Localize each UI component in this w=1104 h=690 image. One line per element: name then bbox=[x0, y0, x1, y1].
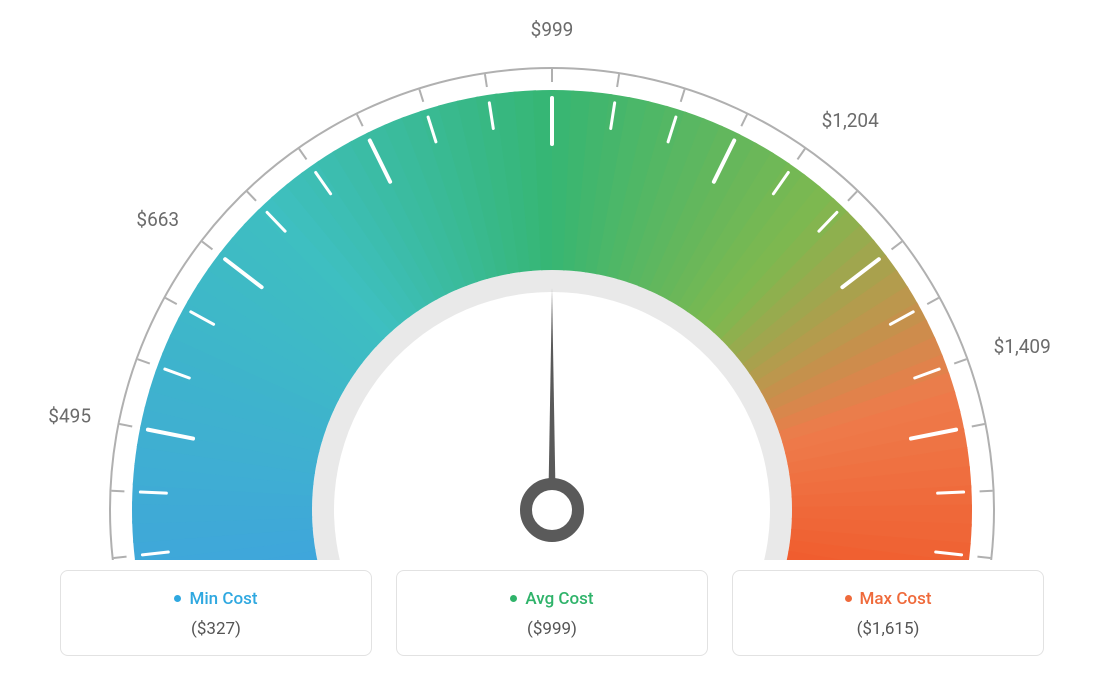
outer-tick bbox=[681, 89, 685, 101]
gauge-tick-label: $663 bbox=[136, 208, 179, 231]
gauge-tick bbox=[140, 492, 166, 493]
outer-tick bbox=[797, 149, 804, 160]
legend-label-max: Max Cost bbox=[860, 589, 932, 609]
legend-card-avg: Avg Cost ($999) bbox=[396, 570, 708, 656]
gauge-tick-label: $1,204 bbox=[822, 109, 879, 132]
legend-card-max: Max Cost ($1,615) bbox=[732, 570, 1044, 656]
legend-row: Min Cost ($327) Avg Cost ($999) Max Cost… bbox=[40, 570, 1064, 656]
legend-title-min: Min Cost bbox=[71, 589, 361, 609]
legend-label-min: Min Cost bbox=[189, 589, 257, 609]
outer-tick bbox=[980, 491, 993, 492]
gauge-tick-label: $495 bbox=[48, 404, 91, 427]
outer-tick bbox=[357, 114, 363, 126]
outer-tick bbox=[299, 149, 306, 160]
outer-tick bbox=[977, 557, 990, 558]
outer-tick bbox=[111, 491, 124, 492]
outer-tick bbox=[138, 359, 150, 363]
legend-value-max: ($1,615) bbox=[743, 619, 1033, 639]
outer-tick bbox=[617, 74, 619, 87]
chart-container: $327$495$663$999$1,204$1,409$1,615 Min C… bbox=[0, 0, 1104, 690]
outer-tick bbox=[119, 424, 132, 427]
gauge-tick-label: $999 bbox=[531, 20, 574, 41]
outer-tick bbox=[202, 242, 212, 250]
gauge-area: $327$495$663$999$1,204$1,409$1,615 bbox=[40, 20, 1064, 560]
gauge-tick-label: $1,409 bbox=[994, 335, 1051, 358]
outer-tick bbox=[892, 242, 902, 250]
legend-value-min: ($327) bbox=[71, 619, 361, 639]
dot-icon bbox=[174, 595, 181, 602]
dot-icon bbox=[510, 595, 517, 602]
outer-tick bbox=[954, 359, 966, 363]
gauge-needle bbox=[549, 288, 556, 480]
outer-tick bbox=[972, 424, 985, 427]
legend-value-avg: ($999) bbox=[407, 619, 697, 639]
dot-icon bbox=[845, 595, 852, 602]
outer-tick bbox=[114, 557, 127, 558]
legend-label-avg: Avg Cost bbox=[525, 589, 593, 609]
outer-tick bbox=[848, 191, 857, 200]
outer-tick bbox=[927, 298, 938, 304]
gauge-svg: $327$495$663$999$1,204$1,409$1,615 bbox=[40, 20, 1064, 560]
outer-tick bbox=[741, 114, 747, 126]
outer-tick bbox=[485, 74, 487, 87]
gauge-hub bbox=[526, 484, 578, 536]
gauge-tick bbox=[938, 492, 964, 493]
legend-title-avg: Avg Cost bbox=[407, 589, 697, 609]
legend-card-min: Min Cost ($327) bbox=[60, 570, 372, 656]
outer-tick bbox=[165, 298, 176, 304]
outer-tick bbox=[247, 191, 256, 200]
outer-tick bbox=[419, 89, 423, 101]
legend-title-max: Max Cost bbox=[743, 589, 1033, 609]
